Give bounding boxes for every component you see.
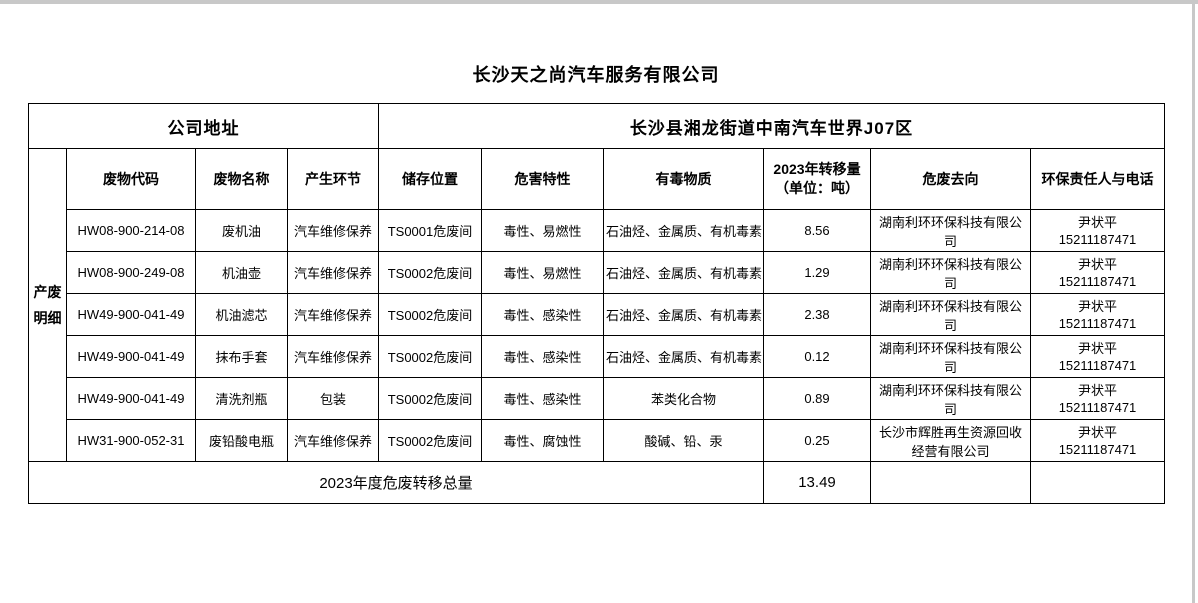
cell-stage: 汽车维修保养 bbox=[287, 251, 379, 294]
cell-name: 机油壶 bbox=[195, 251, 288, 294]
page-title: 长沙天之尚汽车服务有限公司 bbox=[472, 65, 720, 85]
cell-amount: 0.25 bbox=[763, 419, 871, 462]
contact-phone: 15211187471 bbox=[1058, 315, 1137, 331]
cell-hazard: 毒性、感染性 bbox=[481, 335, 604, 378]
cell-contact: 尹状平 15211187471 bbox=[1030, 419, 1165, 462]
total-label-cell: 2023年度危废转移总量 bbox=[28, 461, 764, 504]
contact-phone: 15211187471 bbox=[1058, 273, 1137, 289]
cell-destination: 湖南利环环保科技有限公司 bbox=[870, 335, 1031, 378]
page-edge-right bbox=[1192, 0, 1195, 603]
table-row: HW49-900-041-49 清洗剂瓶 包装 TS0002危废间 毒性、感染性… bbox=[29, 377, 1165, 420]
cell-toxic: 石油烃、金属质、有机毒素 bbox=[603, 209, 764, 252]
column-header-storage: 储存位置 bbox=[378, 148, 482, 210]
cell-hazard: 毒性、感染性 bbox=[481, 293, 604, 336]
cell-hazard: 毒性、感染性 bbox=[481, 377, 604, 420]
cell-destination: 湖南利环环保科技有限公司 bbox=[870, 377, 1031, 420]
cell-amount: 8.56 bbox=[763, 209, 871, 252]
cell-hazard: 毒性、易燃性 bbox=[481, 209, 604, 252]
cell-hazard: 毒性、易燃性 bbox=[481, 251, 604, 294]
cell-storage: TS0002危废间 bbox=[378, 335, 482, 378]
company-address-label-cell: 公司地址 bbox=[28, 103, 379, 149]
contact-name: 尹状平 bbox=[1077, 298, 1117, 314]
row-group-label: 产废明细 bbox=[28, 148, 67, 462]
contact-phone: 15211187471 bbox=[1058, 357, 1137, 373]
cell-destination: 湖南利环环保科技有限公司 bbox=[870, 293, 1031, 336]
cell-amount: 1.29 bbox=[763, 251, 871, 294]
cell-contact: 尹状平 15211187471 bbox=[1030, 293, 1165, 336]
total-destination-empty-cell bbox=[870, 461, 1031, 504]
contact-name: 尹状平 bbox=[1077, 214, 1117, 230]
contact-name: 尹状平 bbox=[1077, 340, 1117, 356]
cell-code: HW49-900-041-49 bbox=[66, 335, 196, 378]
cell-storage: TS0001危废间 bbox=[378, 209, 482, 252]
cell-stage: 汽车维修保养 bbox=[287, 419, 379, 462]
total-contact-empty-cell bbox=[1030, 461, 1165, 504]
column-header-code: 废物代码 bbox=[66, 148, 196, 210]
table-row: HW08-900-214-08 废机油 汽车维修保养 TS0001危废间 毒性、… bbox=[29, 209, 1165, 252]
company-address-row: 公司地址 长沙县湘龙街道中南汽车世界J07区 bbox=[28, 103, 1165, 149]
cell-code: HW49-900-041-49 bbox=[66, 377, 196, 420]
contact-phone: 15211187471 bbox=[1058, 231, 1137, 247]
cell-name: 抹布手套 bbox=[195, 335, 288, 378]
cell-code: HW49-900-041-49 bbox=[66, 293, 196, 336]
table-row: HW08-900-249-08 机油壶 汽车维修保养 TS0002危废间 毒性、… bbox=[29, 251, 1165, 294]
cell-destination: 湖南利环环保科技有限公司 bbox=[870, 209, 1031, 252]
cell-contact: 尹状平 15211187471 bbox=[1030, 209, 1165, 252]
cell-stage: 包装 bbox=[287, 377, 379, 420]
cell-code: HW08-900-214-08 bbox=[66, 209, 196, 252]
column-header-name: 废物名称 bbox=[195, 148, 288, 210]
cell-code: HW08-900-249-08 bbox=[66, 251, 196, 294]
column-header-amount-line1: 2023年转移量 bbox=[773, 161, 861, 177]
cell-toxic: 石油烃、金属质、有机毒素 bbox=[603, 251, 764, 294]
contact-name: 尹状平 bbox=[1077, 382, 1117, 398]
column-header-destination: 危废去向 bbox=[870, 148, 1031, 210]
contact-name: 尹状平 bbox=[1077, 256, 1117, 272]
cell-stage: 汽车维修保养 bbox=[287, 209, 379, 252]
contact-phone: 15211187471 bbox=[1058, 399, 1137, 415]
cell-name: 清洗剂瓶 bbox=[195, 377, 288, 420]
cell-toxic: 苯类化合物 bbox=[603, 377, 764, 420]
cell-destination: 长沙市辉胜再生资源回收经营有限公司 bbox=[870, 419, 1031, 462]
column-header-amount-line2: （单位：吨） bbox=[775, 180, 859, 196]
table-row: HW31-900-052-31 废铅酸电瓶 汽车维修保养 TS0002危废间 毒… bbox=[29, 419, 1165, 462]
cell-stage: 汽车维修保养 bbox=[287, 293, 379, 336]
cell-storage: TS0002危废间 bbox=[378, 251, 482, 294]
cell-name: 废机油 bbox=[195, 209, 288, 252]
cell-contact: 尹状平 15211187471 bbox=[1030, 335, 1165, 378]
total-row: 2023年度危废转移总量 13.49 bbox=[28, 461, 1165, 504]
cell-contact: 尹状平 15211187471 bbox=[1030, 251, 1165, 294]
cell-toxic: 石油烃、金属质、有机毒素 bbox=[603, 335, 764, 378]
column-header-toxic: 有毒物质 bbox=[603, 148, 764, 210]
cell-storage: TS0002危废间 bbox=[378, 377, 482, 420]
cell-destination: 湖南利环环保科技有限公司 bbox=[870, 251, 1031, 294]
cell-name: 废铅酸电瓶 bbox=[195, 419, 288, 462]
column-header-amount: 2023年转移量 （单位：吨） bbox=[763, 148, 871, 210]
page-edge-top bbox=[0, 0, 1198, 4]
cell-code: HW31-900-052-31 bbox=[66, 419, 196, 462]
cell-toxic: 酸碱、铅、汞 bbox=[603, 419, 764, 462]
cell-contact: 尹状平 15211187471 bbox=[1030, 377, 1165, 420]
column-header-row: 产废明细 废物代码 废物名称 产生环节 储存位置 危害特性 有毒物质 2023年… bbox=[28, 148, 1165, 462]
cell-amount: 2.38 bbox=[763, 293, 871, 336]
cell-hazard: 毒性、腐蚀性 bbox=[481, 419, 604, 462]
column-header-stage: 产生环节 bbox=[287, 148, 379, 210]
contact-phone: 15211187471 bbox=[1058, 441, 1137, 457]
total-amount-cell: 13.49 bbox=[763, 461, 871, 504]
waste-transfer-table: 公司地址 长沙县湘龙街道中南汽车世界J07区 产废明细 废物代码 废物名称 产生… bbox=[28, 103, 1165, 504]
table-row: HW49-900-041-49 抹布手套 汽车维修保养 TS0002危废间 毒性… bbox=[29, 335, 1165, 378]
cell-storage: TS0002危废间 bbox=[378, 293, 482, 336]
contact-name: 尹状平 bbox=[1077, 424, 1117, 440]
cell-stage: 汽车维修保养 bbox=[287, 335, 379, 378]
cell-name: 机油滤芯 bbox=[195, 293, 288, 336]
cell-amount: 0.89 bbox=[763, 377, 871, 420]
cell-toxic: 石油烃、金属质、有机毒素 bbox=[603, 293, 764, 336]
cell-amount: 0.12 bbox=[763, 335, 871, 378]
company-address-value-cell: 长沙县湘龙街道中南汽车世界J07区 bbox=[378, 103, 1165, 149]
column-header-hazard: 危害特性 bbox=[481, 148, 604, 210]
column-header-contact: 环保责任人与电话 bbox=[1030, 148, 1165, 210]
table-row: HW49-900-041-49 机油滤芯 汽车维修保养 TS0002危废间 毒性… bbox=[29, 293, 1165, 336]
cell-storage: TS0002危废间 bbox=[378, 419, 482, 462]
